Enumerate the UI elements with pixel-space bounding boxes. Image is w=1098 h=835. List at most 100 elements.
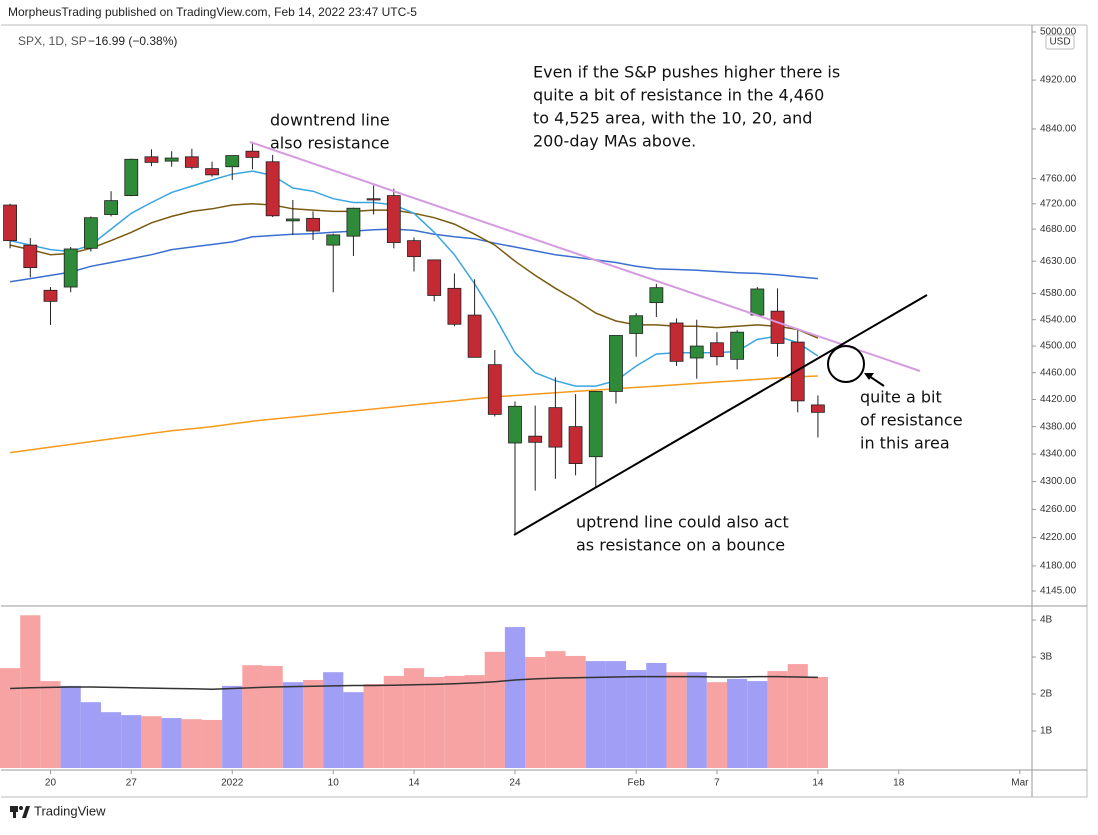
y-tick-label: 4840.00	[1040, 124, 1077, 135]
y-tick-label: 4145.00	[1040, 586, 1077, 597]
annotation: quite a bit	[860, 388, 942, 407]
candle-body	[770, 310, 785, 344]
resistance-circle	[827, 345, 865, 383]
brand: TradingView	[34, 803, 106, 818]
annotation: downtrend line	[270, 111, 390, 130]
volume-bar	[40, 681, 61, 768]
volume-bar	[646, 662, 667, 768]
volume-bar	[747, 681, 768, 768]
x-tick-label: 27	[126, 778, 138, 789]
candle-body	[326, 234, 341, 246]
volume-bar	[100, 712, 122, 768]
y-tick-label: 4500.00	[1040, 341, 1077, 352]
y-tick-label: 4380.00	[1040, 421, 1077, 432]
change: −16.99 (−0.38%)	[88, 34, 177, 48]
y-tick-label: 4220.00	[1040, 532, 1077, 543]
x-tick-label: 14	[812, 778, 824, 789]
candle-body	[205, 168, 219, 176]
y-tick-label: 3B	[1040, 652, 1053, 663]
x-tick-label: 2022	[221, 778, 244, 789]
y-tick-label: 4540.00	[1040, 314, 1077, 325]
y-tick-label: 4B	[1040, 615, 1053, 626]
candle-body	[447, 287, 462, 325]
volume-bar	[141, 716, 162, 768]
y-tick-label: 4300.00	[1040, 476, 1077, 487]
annotation: to 4,525 area, with the 10, 20, and	[533, 109, 812, 128]
candle-body	[609, 335, 623, 392]
candle-body	[750, 288, 765, 316]
y-tick-label: 4580.00	[1040, 288, 1077, 299]
x-tick-label: 24	[509, 778, 521, 789]
moving-average	[10, 375, 818, 454]
volume-bar	[504, 627, 526, 768]
publisher: MorpheusTrading published on TradingView…	[8, 5, 417, 19]
volume-bar	[807, 677, 829, 768]
candle-body	[346, 207, 361, 237]
volume-bar	[545, 651, 566, 768]
volume-bar	[282, 682, 303, 768]
volume-bar	[484, 651, 505, 768]
annotation: quite a bit of resistance in the 4,460	[533, 86, 824, 105]
volume-bar	[60, 685, 81, 768]
annotation: uptrend line could also act	[576, 513, 789, 532]
candle-body	[467, 314, 482, 358]
volume-bar	[666, 672, 687, 768]
moving-average	[9, 228, 818, 283]
annotation: Even if the S&P pushes higher there is	[533, 63, 840, 82]
candle-body	[487, 364, 502, 415]
tv-logo	[10, 806, 30, 818]
candle-body	[3, 204, 17, 242]
volume-bar	[323, 672, 344, 768]
candle-body	[407, 240, 421, 258]
x-tick-label: 10	[328, 778, 340, 789]
volume-bar	[161, 718, 182, 768]
candle-body	[427, 259, 442, 296]
volume-bar	[464, 675, 485, 768]
candle-body	[649, 287, 664, 304]
y-tick-label: 4920.00	[1040, 75, 1077, 86]
x-tick-label: 14	[408, 778, 420, 789]
candle-body	[508, 405, 522, 444]
candle-body	[245, 150, 260, 158]
volume-bar	[222, 685, 243, 768]
volume-bar	[767, 671, 788, 768]
x-tick-label: Feb	[628, 778, 646, 789]
candle-body	[144, 156, 159, 163]
volume-bar	[403, 668, 425, 768]
x-tick-label: 7	[714, 778, 720, 789]
annotation: in this area	[860, 434, 950, 453]
panes: 5000.00 4920.00 4840.00 4760.00 4720.00 4680.…	[0, 27, 1077, 789]
candle-body	[83, 217, 98, 249]
y-tick-label: 2B	[1040, 689, 1053, 700]
candle-body	[386, 195, 401, 243]
candle-body	[306, 217, 320, 232]
x-tick-label: 20	[45, 778, 57, 789]
candle-body	[710, 342, 724, 358]
y-tick-label: 4760.00	[1040, 173, 1077, 184]
candle-body	[689, 345, 704, 359]
y-tick-label: 4180.00	[1040, 561, 1077, 572]
candle-body	[285, 218, 300, 222]
candle-body	[811, 404, 825, 413]
volume-bar	[181, 719, 202, 768]
annotation: of resistance	[860, 411, 963, 430]
volume-bar	[626, 669, 647, 768]
candle-body	[568, 426, 583, 465]
y-tick-label: 4420.00	[1040, 394, 1077, 405]
y-tick-label: 4680.00	[1040, 224, 1077, 235]
y-tick-label: 5000.00	[1040, 27, 1077, 38]
candle-body	[104, 200, 118, 215]
volume-bar	[565, 655, 586, 768]
volume-bar	[363, 684, 384, 768]
annotation: 200-day MAs above.	[533, 132, 696, 151]
x-tick-label: Mar	[1011, 778, 1029, 789]
y-tick-label: 4460.00	[1040, 367, 1077, 378]
volume-bar	[201, 719, 223, 768]
volume-bar	[302, 679, 324, 768]
volume-bar	[686, 672, 707, 768]
volume-bar	[80, 702, 101, 768]
volume-bar	[121, 715, 142, 768]
volume-bar	[787, 664, 808, 768]
arrow-head	[864, 373, 874, 380]
y-tick-label: 4630.00	[1040, 256, 1077, 267]
